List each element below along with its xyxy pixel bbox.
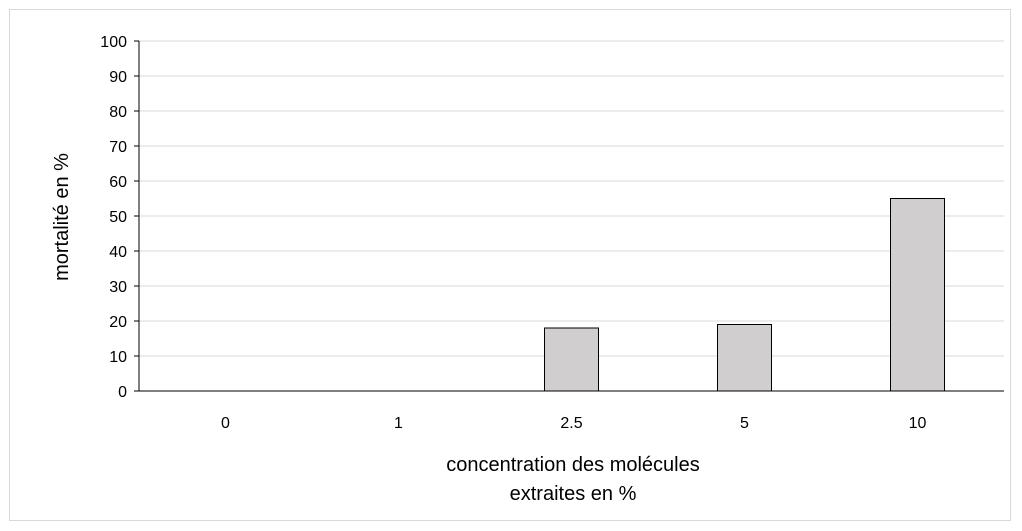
bar-2.5 [544,327,599,392]
bars [544,198,945,392]
y-tick-label-90: 90 [109,69,127,86]
y-axis-title: mortalité en % [51,153,73,281]
gridlines [134,40,1004,392]
x-axis-title-line-2: extraites en % [510,483,637,505]
chart-frame [9,9,1011,521]
y-tick-label-0: 0 [118,384,127,401]
axes [138,41,1004,392]
x-tick-label-1: 1 [394,415,403,432]
y-tick-label-30: 30 [109,279,127,296]
x-tick-label-10: 10 [909,415,927,432]
y-tick-label-80: 80 [109,104,127,121]
y-tick-label-50: 50 [109,209,127,226]
y-tick-label-10: 10 [109,349,127,366]
x-tick-label-0: 0 [221,415,230,432]
y-tick-label-100: 100 [100,34,127,51]
y-tick-label-20: 20 [109,314,127,331]
y-tick-label-70: 70 [109,139,127,156]
bar-5 [717,324,772,392]
x-axis-title-line-1: concentration des molécules [446,454,699,476]
y-tick-label-40: 40 [109,244,127,261]
bar-10 [890,198,945,392]
y-tick-label-60: 60 [109,174,127,191]
x-tick-label-2.5: 2.5 [560,415,582,432]
x-tick-labels: 0 1 2.5 5 10 [221,415,926,432]
y-tick-labels: 0 10 20 30 40 50 60 70 80 90 100 [100,34,127,401]
x-tick-label-5: 5 [740,415,749,432]
